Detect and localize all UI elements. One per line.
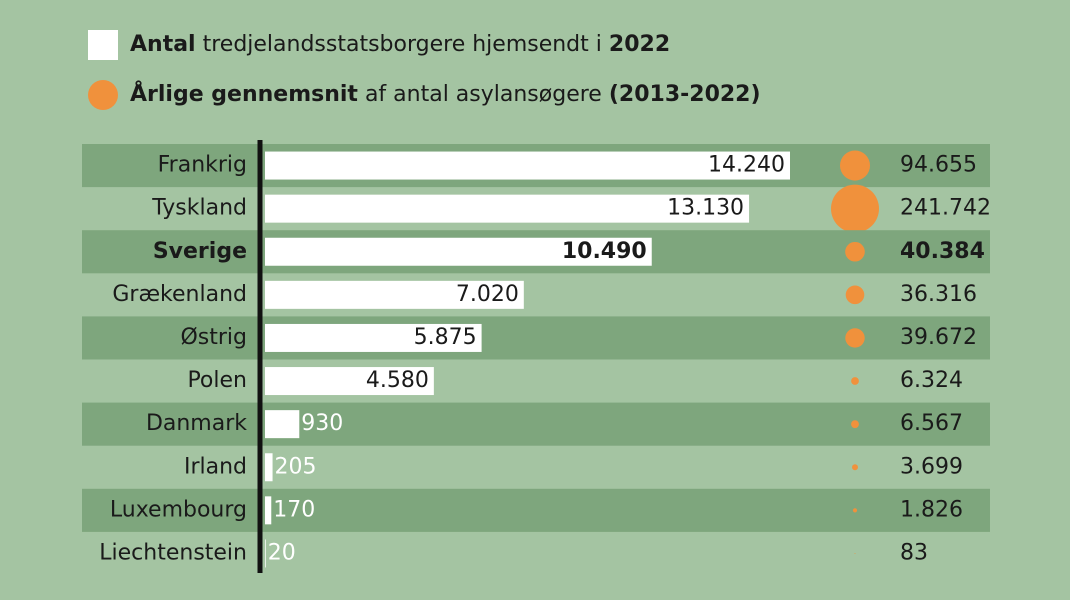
bar-value-label: 13.130 — [667, 196, 744, 221]
row-band — [82, 402, 990, 446]
y-tick-label: Tyskland — [151, 196, 247, 221]
legend-text-part: Antal — [130, 32, 196, 57]
bar-value-label: 5.875 — [414, 325, 477, 350]
bubble-value-label: 40.384 — [900, 239, 985, 264]
row-band — [82, 488, 990, 532]
bar — [265, 151, 790, 180]
legend-text-part: af antal asylansøgere — [365, 82, 602, 107]
bubble — [845, 285, 865, 305]
bar-value-label: 10.490 — [562, 239, 647, 264]
bubble — [852, 508, 858, 513]
legend-text-part: tredjelandsstatsborgere hjemsendt i — [203, 32, 602, 57]
legend-label: Antal tredjelandsstatsborgere hjemsendt i… — [130, 32, 670, 57]
bubble-value-label: 3.699 — [900, 454, 963, 479]
bubble-value-label: 1.826 — [900, 497, 963, 522]
legend-text-part: 2022 — [609, 32, 670, 57]
y-tick-label: Grækenland — [112, 282, 247, 307]
bubble-value-label: 6.567 — [900, 411, 963, 436]
y-tick-label: Irland — [184, 454, 247, 479]
bubble — [854, 553, 856, 554]
bar-value-label: 4.580 — [366, 368, 429, 393]
bar — [265, 453, 273, 482]
y-tick-label: Polen — [187, 368, 247, 393]
bar — [265, 496, 272, 525]
y-tick-label: Danmark — [146, 411, 247, 436]
bubble — [845, 328, 865, 348]
bar — [265, 194, 750, 223]
y-tick-label: Frankrig — [158, 153, 247, 178]
legend-text-part: Årlige gennemsnit — [130, 81, 358, 107]
legend-marker — [88, 30, 118, 60]
bar-value-label: 930 — [301, 411, 343, 436]
bubble-value-label: 36.316 — [900, 282, 977, 307]
bubble — [831, 184, 879, 233]
bubble — [839, 150, 871, 181]
bubble-value-label: 6.324 — [900, 368, 963, 393]
bubble — [852, 464, 858, 471]
legend-label: Årlige gennemsnit af antal asylansøgere (2… — [130, 81, 761, 107]
bar-value-label: 20 — [268, 540, 296, 565]
bar — [265, 237, 652, 266]
bar — [265, 410, 300, 439]
legend-marker — [88, 80, 118, 110]
bubble-value-label: 39.672 — [900, 325, 977, 350]
bar — [265, 367, 434, 396]
y-tick-label: Østrig — [180, 325, 247, 350]
bar-value-label: 205 — [275, 454, 317, 479]
bar — [265, 280, 524, 309]
row-band — [82, 316, 990, 360]
bar — [265, 323, 482, 352]
bar-value-label: 14.240 — [708, 153, 785, 178]
bubble — [845, 241, 865, 262]
bubble-value-label: 241.742 — [900, 196, 991, 221]
bar — [265, 539, 266, 568]
y-tick-label: Sverige — [153, 239, 247, 264]
bubble-value-label: 94.655 — [900, 153, 977, 178]
bar-value-label: 7.020 — [456, 282, 519, 307]
bubble-value-label: 83 — [900, 540, 928, 565]
bubble — [851, 420, 859, 429]
y-tick-label: Luxembourg — [110, 497, 247, 522]
bar-value-label: 170 — [273, 497, 315, 522]
bubble — [851, 377, 859, 385]
y-tick-label: Liechtenstein — [99, 540, 247, 565]
legend-text-part: (2013-2022) — [609, 82, 761, 107]
